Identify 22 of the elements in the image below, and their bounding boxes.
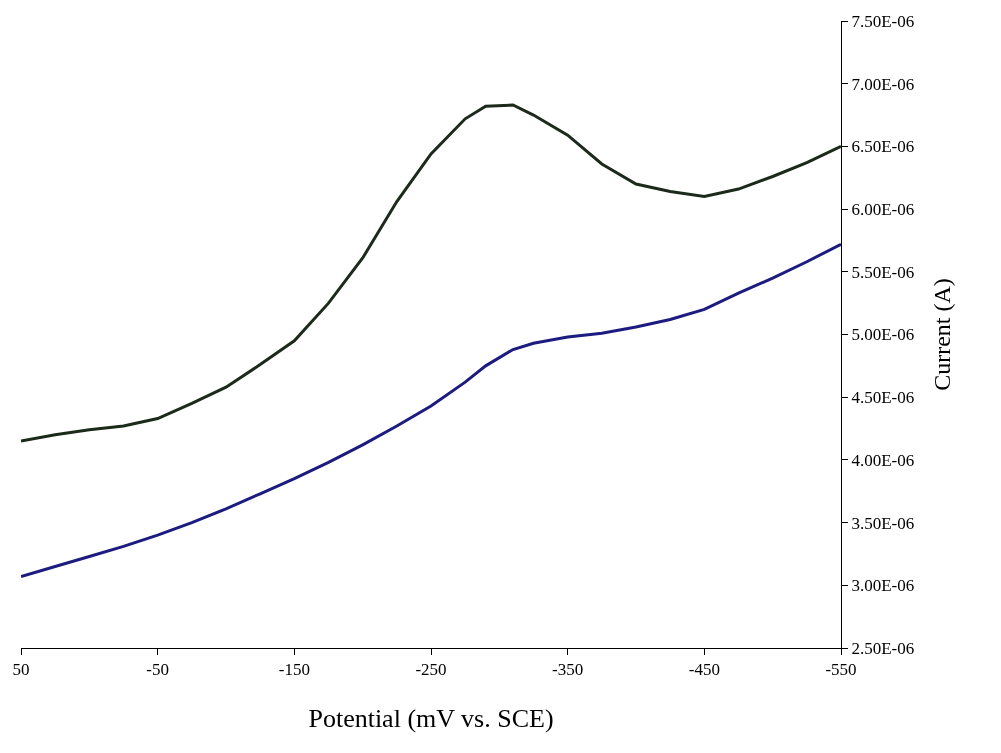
y-tick-label: 3.00E-06 — [851, 576, 915, 596]
x-tick-label: -150 — [278, 660, 310, 680]
y-tick-label: 6.00E-06 — [851, 200, 915, 220]
line-series — [21, 103, 841, 443]
line-series — [21, 242, 841, 579]
x-tick-label: -450 — [688, 660, 720, 680]
y-tick-label: 5.00E-06 — [851, 325, 915, 345]
y-tick-label: 6.50E-06 — [851, 137, 915, 157]
x-axis-title: Potential (mV vs. SCE) — [308, 704, 554, 734]
y-tick-label: 4.50E-06 — [851, 388, 915, 408]
y-tick-label: 7.50E-06 — [851, 11, 915, 31]
y-tick-label: 4.00E-06 — [851, 450, 915, 470]
x-tick-label: -50 — [146, 660, 170, 680]
y-tick-label: 5.50E-06 — [851, 262, 915, 282]
y-tick-label: 7.00E-06 — [851, 74, 915, 94]
y-axis-title: Current (A) — [929, 278, 956, 391]
x-tick-label: -550 — [825, 660, 857, 680]
y-tick-label: 2.50E-06 — [851, 638, 915, 658]
x-tick-label: 50 — [12, 660, 30, 680]
y-tick-label: 3.50E-06 — [851, 513, 915, 533]
x-tick-label: -350 — [552, 660, 584, 680]
x-tick-label: -250 — [415, 660, 447, 680]
